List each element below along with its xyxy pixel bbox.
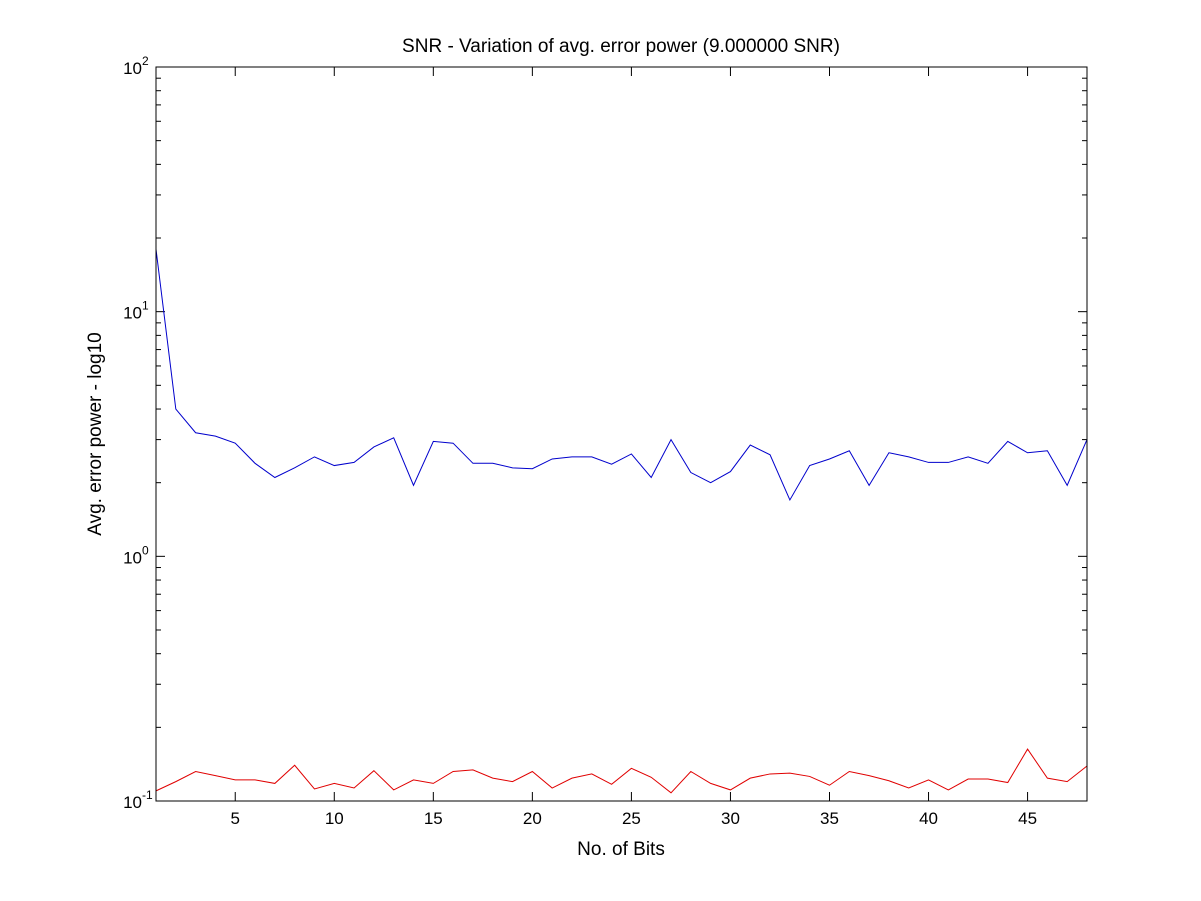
x-tick-label: 5 [230, 809, 239, 828]
y-tick-base: 10 [123, 59, 142, 78]
y-tick-exponent: 2 [142, 54, 149, 68]
x-tick-label: 25 [622, 809, 641, 828]
x-tick-label: 45 [1018, 809, 1037, 828]
y-tick-base: 10 [123, 304, 142, 323]
series-line-2 [155, 748, 1088, 794]
y-tick-label: 10 0 [123, 543, 149, 567]
x-tick-label: 30 [721, 809, 740, 828]
y-tick-exponent: 0 [142, 543, 149, 557]
x-tick-label: 10 [325, 809, 344, 828]
y-tick-exponent: -1 [142, 788, 153, 802]
y-tick-label: 10 1 [123, 299, 149, 323]
y-tick-label: 10 -1 [123, 788, 153, 812]
y-axis-label: Avg. error power - log10 [85, 332, 106, 535]
series-line-1 [155, 249, 1088, 502]
plot-frame [155, 66, 1088, 802]
y-tick-exponent: 1 [142, 299, 149, 313]
x-tick-label: 40 [919, 809, 938, 828]
x-axis-label: No. of Bits [577, 839, 665, 860]
x-tick-labels: 5 10 15 20 25 30 35 40 45 [230, 809, 1037, 828]
x-tick-label: 20 [523, 809, 542, 828]
series-lines [155, 249, 1088, 794]
y-tick-base: 10 [123, 548, 142, 567]
plot-area [156, 67, 1087, 801]
chart-title: SNR - Variation of avg. error power (9.0… [402, 36, 840, 57]
y-tick-base: 10 [123, 793, 142, 812]
x-tick-label: 35 [820, 809, 839, 828]
x-tick-label: 15 [424, 809, 443, 828]
tick-marks [156, 66, 1087, 802]
y-tick-label: 10 2 [123, 54, 149, 78]
